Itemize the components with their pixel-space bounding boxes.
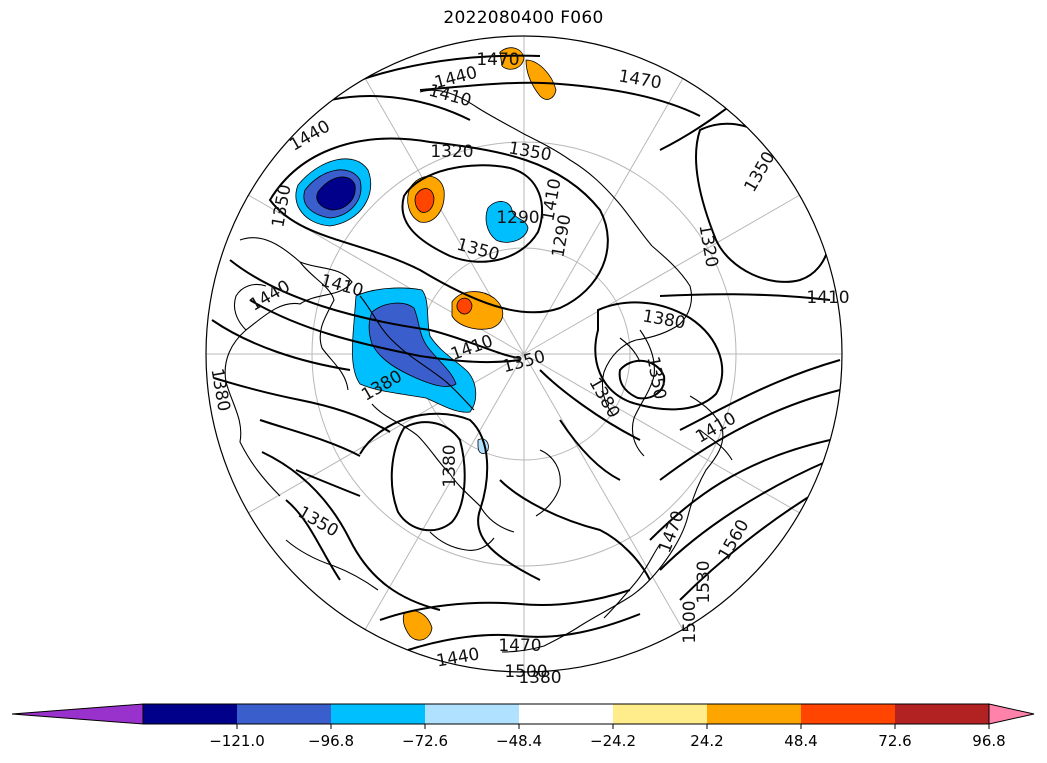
colorbar-tick-label: 96.8: [972, 732, 1005, 750]
colorbar-tick-label: −96.8: [308, 732, 354, 750]
colorbar: −121.0 −96.8 −72.6 −48.4 −24.2 24.2 48.4 72.6 96…: [11, 703, 1035, 750]
map-boundary: [205, 35, 843, 673]
colorbar-segment: [613, 704, 707, 724]
contour-label: 1380: [518, 668, 561, 688]
colorbar-tick-label: 24.2: [690, 732, 723, 750]
graticule: [206, 36, 842, 672]
contour-label: 1410: [806, 288, 849, 308]
colorbar-segment: [895, 704, 989, 724]
colorbar-segment: [707, 704, 801, 724]
colorbar-extend-min: [11, 703, 144, 725]
colorbar-tick-label: −121.0: [209, 732, 265, 750]
contour-label: 1290: [496, 208, 539, 228]
contour-label: 1500: [680, 600, 700, 643]
colorbar-extend-max: [988, 703, 1035, 725]
colorbar-segment: [801, 704, 895, 724]
height-contours: [211, 54, 841, 651]
colorbar-segment: [425, 704, 519, 724]
colorbar-tick-label: −48.4: [496, 732, 542, 750]
contour-label: 1470: [476, 50, 519, 70]
colorbar-tick-label: 72.6: [878, 732, 911, 750]
contour-label: 1530: [694, 560, 714, 603]
contour-label: 1320: [430, 142, 473, 162]
colorbar-tick-label: −24.2: [590, 732, 636, 750]
colorbar-segment: [143, 704, 237, 724]
colorbar-tick-label: 48.4: [784, 732, 817, 750]
map-title: 2022080400 F060: [443, 8, 604, 28]
colorbar-segment: [331, 704, 425, 724]
colorbar-segment: [519, 704, 613, 724]
colorbar-segment: [237, 704, 331, 724]
contour-label: 1470: [498, 636, 541, 656]
contour-label: 1380: [440, 444, 460, 487]
colorbar-tick-label: −72.6: [402, 732, 448, 750]
colorbar-frame: [142, 703, 990, 725]
